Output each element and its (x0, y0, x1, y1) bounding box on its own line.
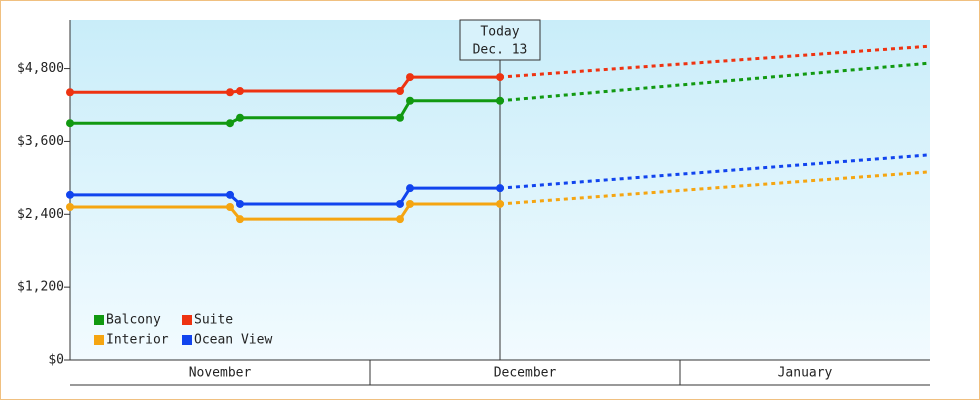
x-tick-label: December (494, 366, 557, 381)
point (396, 87, 404, 96)
today-box (459, 19, 541, 61)
point (66, 119, 74, 128)
point (66, 88, 74, 97)
x-tick-label: January (778, 366, 833, 381)
point (226, 203, 234, 211)
point (496, 199, 504, 208)
point (236, 113, 244, 122)
today-label: Dec. 13 (473, 43, 528, 58)
point (396, 199, 404, 208)
legend-label: Balcony (106, 313, 161, 328)
point (66, 203, 74, 211)
point (406, 73, 414, 82)
legend-label: Interior (106, 333, 169, 348)
y-tick-label: $1,200 (17, 280, 64, 295)
point (66, 190, 74, 199)
point (396, 215, 404, 224)
point (236, 87, 244, 96)
legend-swatch (182, 335, 192, 345)
point (406, 96, 414, 105)
y-tick-label: $4,800 (17, 61, 64, 76)
x-tick-label: November (189, 366, 252, 381)
point (226, 190, 234, 199)
today-label: Today (480, 25, 519, 40)
point (226, 88, 234, 97)
y-tick-label: $2,400 (17, 207, 64, 222)
point (236, 215, 244, 224)
legend-swatch (94, 315, 104, 325)
point (496, 73, 504, 82)
point (226, 119, 234, 128)
point (396, 113, 404, 122)
point (406, 184, 414, 193)
point (496, 184, 504, 193)
legend-label: Suite (194, 313, 233, 328)
y-tick-label: $0 (48, 353, 64, 368)
point (236, 199, 244, 208)
legend-swatch (182, 315, 192, 325)
point (496, 96, 504, 105)
point (406, 199, 414, 208)
legend-swatch (94, 335, 104, 345)
y-tick-label: $3,600 (17, 134, 64, 149)
legend-label: Ocean View (194, 333, 272, 348)
